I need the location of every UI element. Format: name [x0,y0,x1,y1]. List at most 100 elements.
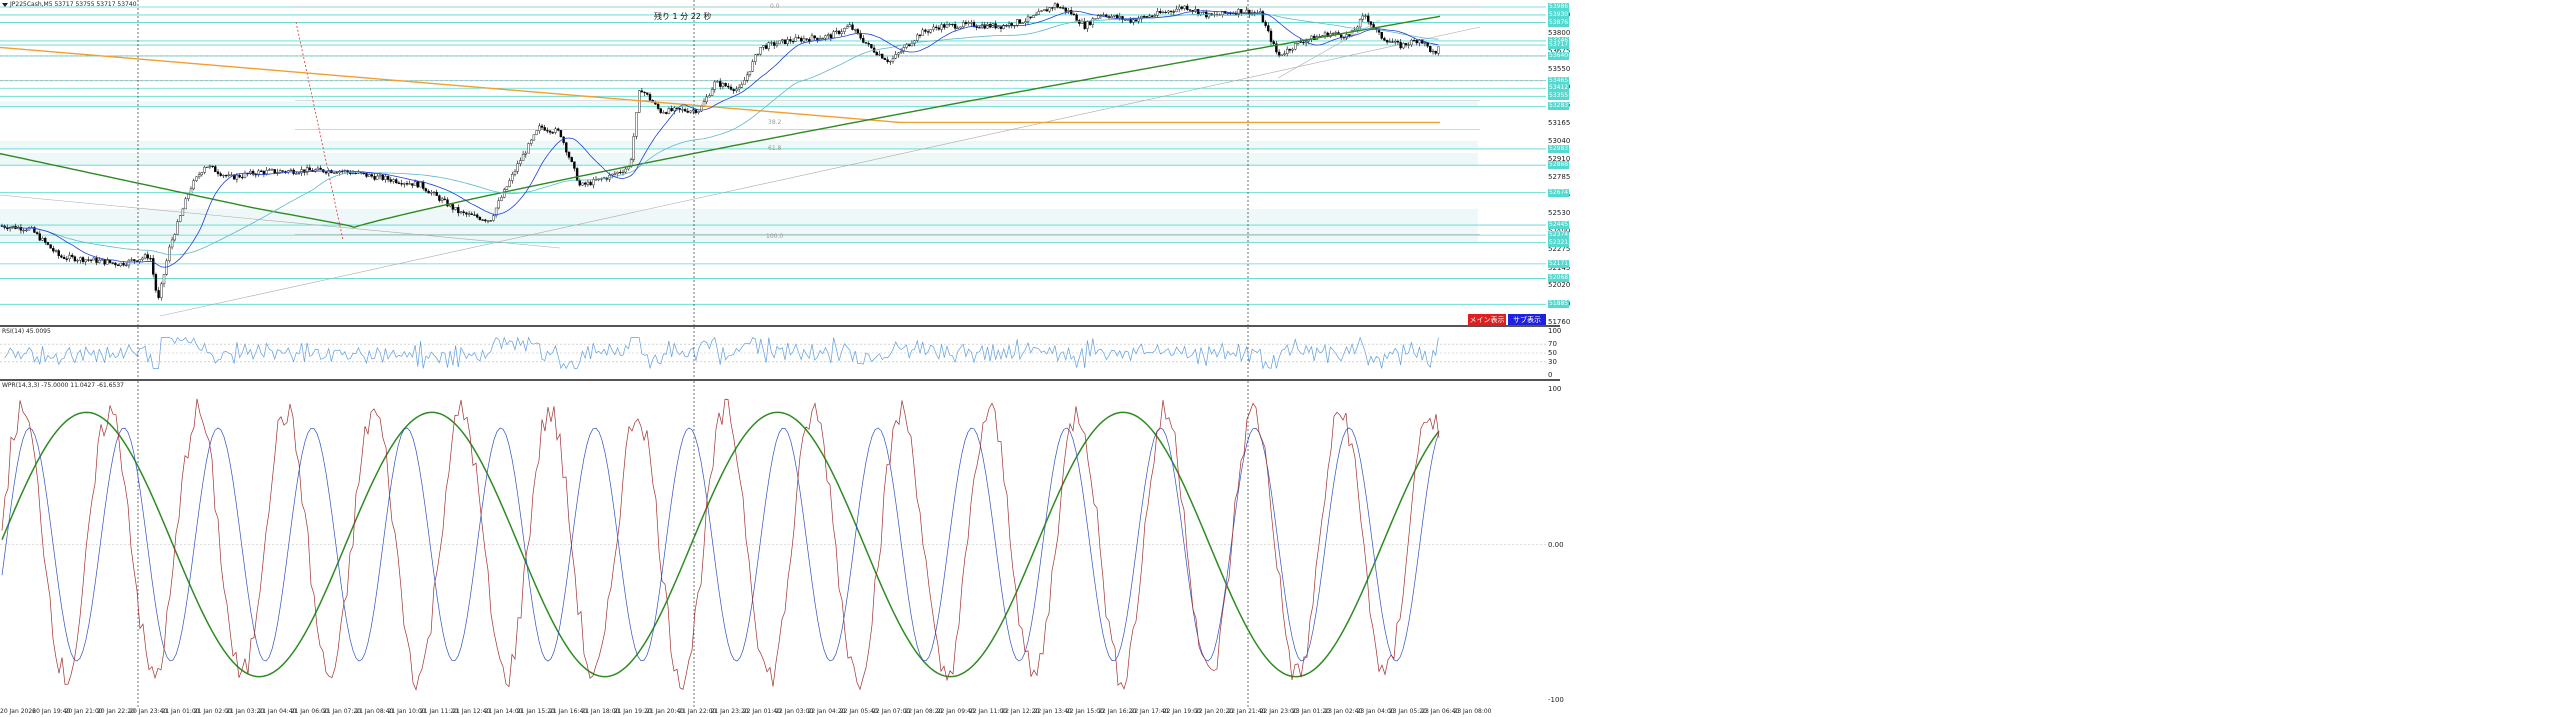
price-chart-pane[interactable]: JP225Cash,M5 53717 53755 53717 53740 残り … [0,0,1546,326]
candle-body [762,45,765,48]
candle-body [106,260,109,265]
candle-body [1069,10,1073,15]
pane-separator[interactable] [0,379,1560,381]
candle-body [1034,13,1038,16]
candle-body [827,34,830,36]
candle-body [1115,14,1119,19]
price-level-tag: 53930 [1548,10,1570,19]
candle-body [484,219,487,222]
candle-body [149,258,152,260]
candle-body [1191,10,1194,12]
candle-body [222,174,225,177]
collapse-triangle-icon[interactable] [2,2,8,7]
price-tick: 53550 [1548,64,1571,73]
candle-body [878,53,881,56]
candle-body [270,169,274,171]
candle-body [1064,7,1068,12]
candle-body [729,86,733,90]
candle-body [1202,11,1205,13]
candle-body [73,256,77,262]
candle-body [894,54,897,59]
stoch-container[interactable]: WPR(14,3,3) -75.0000 11.0427 -61.6537 [0,381,1546,708]
pane-separator[interactable] [0,325,1560,327]
time-tick: 22 Jan 01:40 [742,708,781,715]
main-display-button[interactable]: メイン表示 [1468,314,1506,326]
candle-body [1029,16,1032,18]
candle-body [1026,16,1030,22]
sub-display-button[interactable]: サブ表示 [1508,314,1546,326]
candle-body [249,170,252,175]
candle-body [211,165,214,168]
candle-body [886,59,889,62]
candle-body [902,47,905,52]
rsi-tick: 70 [1548,340,1557,349]
candle-body [289,169,293,171]
price-level-tag: 52321 [1548,238,1570,247]
bar-countdown: 残り 1 分 22 秒 [654,12,712,21]
candle-body [1334,32,1338,34]
candle-body [1142,16,1146,18]
candle-body [972,22,976,27]
fib-label-0: 0.0 [770,3,780,10]
candle-body [430,192,433,194]
candle-body [1040,10,1043,12]
candle-body [621,171,625,174]
rsi-pane[interactable]: RSI(14) 45.0095 [0,327,1546,379]
candle-body [173,234,177,241]
candle-body [1121,16,1124,20]
stoch-tick: 100 [1548,385,1562,393]
candle-body [748,71,752,76]
candle-body [1094,18,1097,20]
time-tick: 22 Jan 05:40 [839,708,878,715]
price-level-tag: 52868 [1548,161,1570,170]
rsi-tick: 100 [1548,327,1562,335]
candle-body [370,174,374,177]
stoch-tick: 0.00 [1548,540,1564,549]
ma-fast-line [1,10,1439,268]
price-tick: 52785 [1548,172,1571,181]
stoch-canvas[interactable] [0,381,1546,708]
candle-body [789,39,792,42]
candle-body [295,173,298,175]
price-chart-canvas[interactable] [0,0,1546,326]
candle-body [192,180,195,190]
candle-body [908,44,911,47]
candle-body [751,61,754,72]
time-tick: 22 Jan 15:00 [1065,708,1104,715]
candle-body [189,188,193,195]
candle-body [489,220,492,222]
candle-body [378,174,382,177]
candle-body [719,81,722,87]
candle-body [800,37,803,42]
candle-body [79,257,82,261]
candle-body [1407,44,1410,46]
candle-body [351,172,355,175]
candle-body [176,221,179,235]
candle-body [389,179,392,182]
candle-body [446,199,449,207]
candle-body [1275,43,1278,53]
candle-body [1113,14,1116,17]
candle-body [710,89,714,96]
candle-body [146,254,150,259]
time-tick: 22 Jan 08:20 [904,708,943,715]
candle-body [967,22,970,24]
candle-body [813,35,816,39]
candle-body [1129,19,1132,23]
candle-body [1339,34,1343,38]
rsi-canvas[interactable] [0,327,1546,379]
time-tick: 23 Jan 05:20 [1388,708,1427,715]
candle-body [465,212,468,215]
candle-body [932,26,935,30]
candle-body [810,35,814,42]
candle-body [1294,43,1297,50]
candle-body [224,174,228,177]
candle-body [1299,41,1302,43]
candle-body [570,157,573,162]
candle-body [97,259,101,263]
candle-body [1302,41,1305,44]
candle-body [1399,42,1402,49]
ma-long-line [0,46,1440,124]
candle-body [802,38,806,42]
candle-body [805,38,808,40]
